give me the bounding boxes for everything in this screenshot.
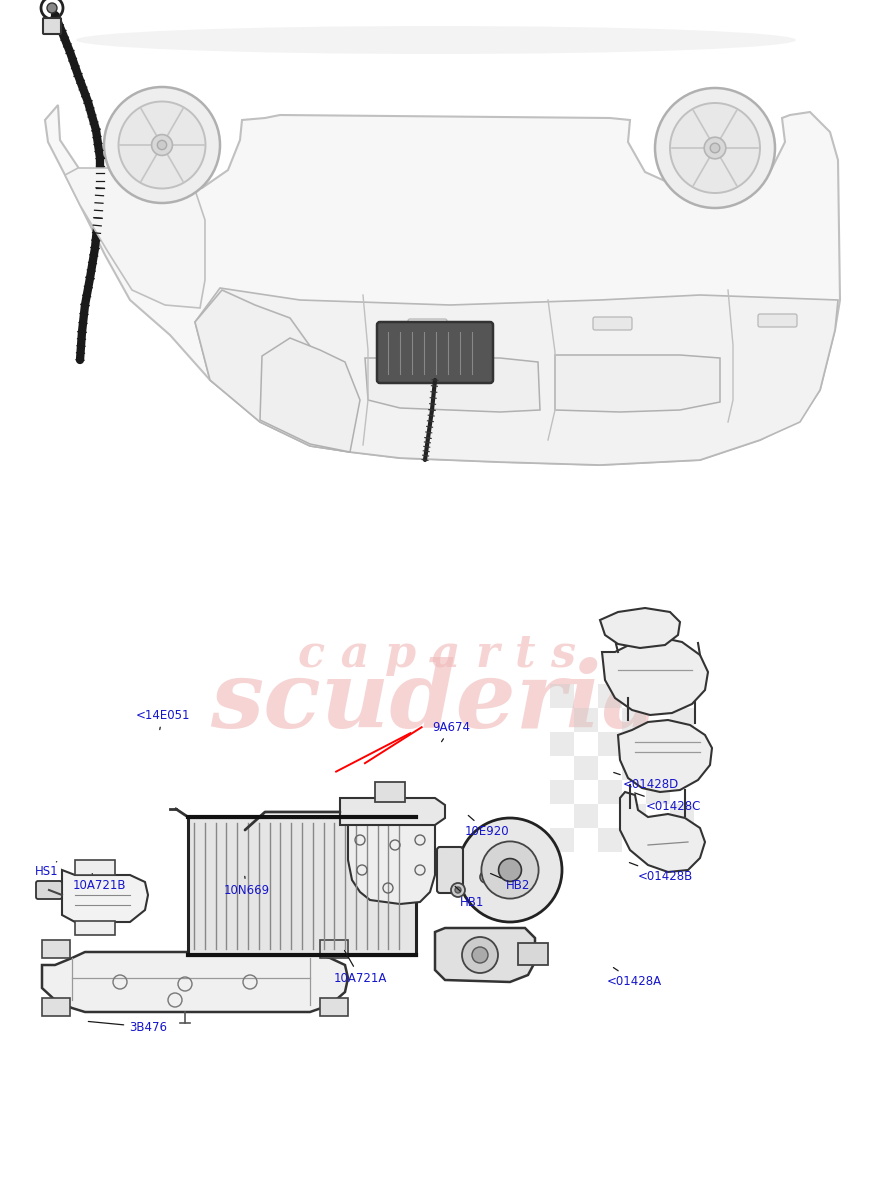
Bar <box>646 780 670 804</box>
Bar <box>670 804 694 828</box>
Bar <box>574 708 598 732</box>
Bar <box>550 780 574 804</box>
Text: <14E051: <14E051 <box>135 709 189 730</box>
Text: <01428B: <01428B <box>629 863 692 882</box>
Bar <box>574 804 598 828</box>
Circle shape <box>705 137 725 158</box>
Text: scuderia: scuderia <box>210 658 663 746</box>
Bar <box>646 828 670 852</box>
Polygon shape <box>602 637 708 715</box>
Text: HS1: HS1 <box>35 862 58 877</box>
FancyBboxPatch shape <box>437 847 463 893</box>
Circle shape <box>458 818 562 922</box>
Polygon shape <box>65 168 205 308</box>
Polygon shape <box>348 800 435 904</box>
Circle shape <box>480 871 492 883</box>
Bar <box>320 998 348 1016</box>
Circle shape <box>455 887 461 893</box>
Text: 9A674: 9A674 <box>432 721 471 742</box>
Bar <box>646 732 670 756</box>
Polygon shape <box>340 798 445 826</box>
Circle shape <box>157 140 167 150</box>
Polygon shape <box>435 928 535 982</box>
FancyBboxPatch shape <box>377 322 493 383</box>
Circle shape <box>670 103 760 193</box>
Bar <box>574 756 598 780</box>
FancyBboxPatch shape <box>758 314 797 326</box>
Bar <box>550 684 574 708</box>
Bar <box>598 684 622 708</box>
Polygon shape <box>555 355 720 412</box>
Text: HB2: HB2 <box>491 874 531 892</box>
Circle shape <box>451 883 465 898</box>
Polygon shape <box>620 792 705 872</box>
Bar <box>550 732 574 756</box>
Bar <box>598 828 622 852</box>
FancyBboxPatch shape <box>43 18 61 34</box>
Bar <box>75 922 115 935</box>
Bar <box>188 817 416 955</box>
Text: HB1: HB1 <box>455 887 485 908</box>
Ellipse shape <box>76 26 796 54</box>
Bar <box>622 804 646 828</box>
FancyBboxPatch shape <box>593 317 632 330</box>
Bar <box>518 943 548 965</box>
Polygon shape <box>45 104 840 464</box>
Text: 3B476: 3B476 <box>88 1021 168 1033</box>
Polygon shape <box>195 288 838 464</box>
Circle shape <box>119 102 205 188</box>
Circle shape <box>104 86 220 203</box>
Bar <box>622 708 646 732</box>
Circle shape <box>481 841 539 899</box>
Bar <box>550 828 574 852</box>
Bar <box>598 780 622 804</box>
FancyBboxPatch shape <box>408 319 447 332</box>
Bar <box>42 998 70 1016</box>
Circle shape <box>152 134 173 156</box>
Text: 10A721A: 10A721A <box>333 950 387 984</box>
Bar <box>75 860 115 875</box>
Text: <01428C: <01428C <box>635 793 701 812</box>
Polygon shape <box>365 358 540 412</box>
Bar <box>670 756 694 780</box>
FancyBboxPatch shape <box>36 881 62 899</box>
Polygon shape <box>62 870 148 922</box>
Circle shape <box>472 947 488 962</box>
Bar <box>320 940 348 958</box>
Polygon shape <box>600 608 680 648</box>
Circle shape <box>655 88 775 208</box>
Bar <box>670 708 694 732</box>
Text: 10A721B: 10A721B <box>72 874 126 892</box>
Text: <01428D: <01428D <box>614 773 678 791</box>
Text: 10N669: 10N669 <box>223 876 270 896</box>
Circle shape <box>47 2 57 13</box>
Circle shape <box>498 858 521 882</box>
Polygon shape <box>42 952 348 1012</box>
Bar <box>622 756 646 780</box>
Circle shape <box>711 143 720 152</box>
Polygon shape <box>618 720 712 792</box>
Text: 10E920: 10E920 <box>464 816 509 838</box>
Polygon shape <box>195 290 350 452</box>
Bar <box>598 732 622 756</box>
Text: <01428A: <01428A <box>607 967 662 988</box>
Polygon shape <box>260 338 360 452</box>
Bar <box>42 940 70 958</box>
Bar <box>375 782 405 802</box>
Text: c a p a r t s: c a p a r t s <box>298 632 575 676</box>
Bar <box>646 684 670 708</box>
Circle shape <box>462 937 498 973</box>
